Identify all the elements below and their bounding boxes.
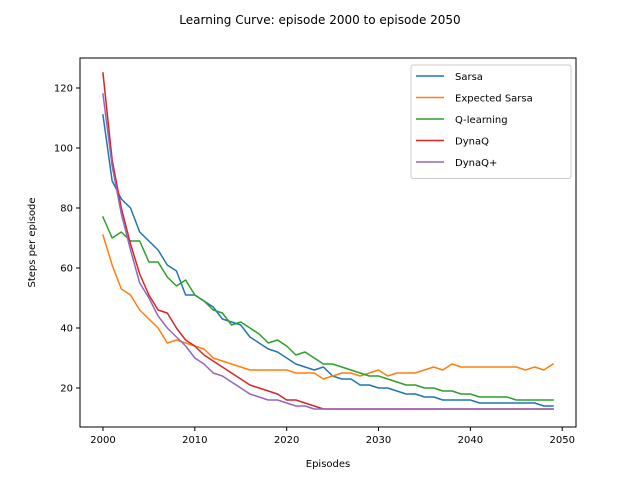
series-layer: [101, 72, 555, 410]
x-tick-label: 2010: [182, 435, 207, 446]
y-axis-title: Steps per episode: [27, 197, 38, 287]
series-line-0: [102, 114, 554, 407]
series-line-1: [102, 234, 555, 380]
legend-label: DynaQ+: [455, 158, 497, 169]
y-tick-label: 80: [60, 204, 73, 215]
y-tick-label: 20: [60, 384, 73, 395]
x-tick-label: 2030: [366, 435, 391, 446]
x-tick-label: 2050: [549, 435, 574, 446]
chart-title: Learning Curve: episode 2000 to episode …: [179, 13, 460, 27]
legend-label: Sarsa: [455, 72, 483, 83]
y-tick-label: 120: [54, 84, 73, 95]
x-tick-label: 2040: [458, 435, 483, 446]
legend-label: Expected Sarsa: [455, 94, 533, 105]
legend-label: Q-learning: [455, 115, 508, 126]
plot-frame: [79, 57, 577, 428]
x-tick-label: 2000: [90, 435, 115, 446]
x-tick-label: 2020: [274, 435, 299, 446]
x-axis-title: Episodes: [306, 459, 350, 470]
y-axis: 20 40 60 80 100 120: [54, 84, 80, 395]
legend-box: [410, 64, 572, 179]
y-tick-label: 40: [60, 324, 73, 335]
y-tick-label: 100: [54, 144, 73, 155]
y-tick-label: 60: [60, 264, 73, 275]
series-line-2: [101, 216, 554, 401]
legend: Sarsa Expected Sarsa Q-learning DynaQ DynaQ+: [410, 64, 572, 179]
x-axis: 2000 2010 2020 2030 2040 2050: [90, 427, 575, 446]
legend-label: DynaQ: [455, 137, 489, 148]
series-line-4: [102, 93, 554, 410]
